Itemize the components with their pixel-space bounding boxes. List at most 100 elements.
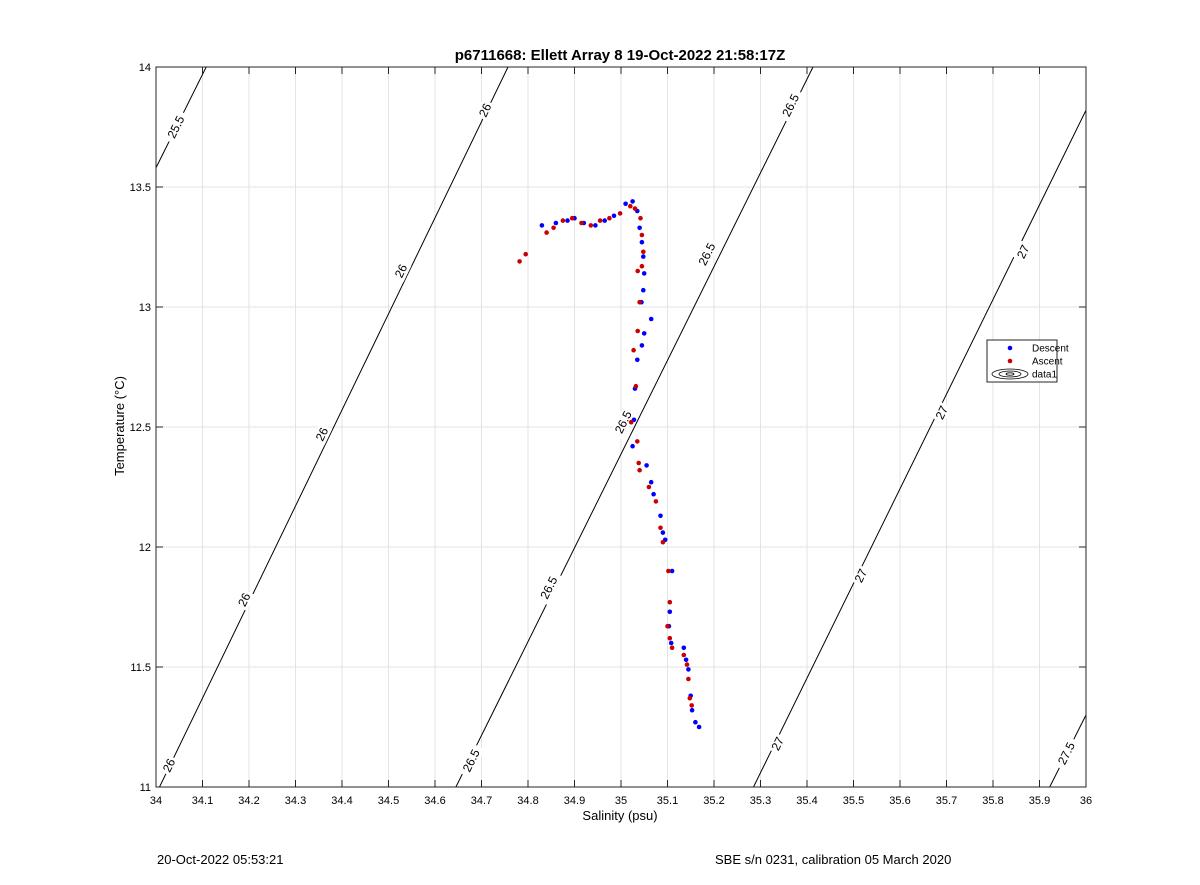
point-ascent bbox=[635, 268, 640, 274]
point-ascent bbox=[523, 251, 528, 257]
y-tick-label: 12 bbox=[139, 542, 151, 554]
legend: Descent Ascent data1 bbox=[986, 339, 1069, 383]
contour-label: 26 bbox=[392, 262, 411, 280]
x-tick-label: 35.6 bbox=[889, 795, 910, 807]
point-descent bbox=[696, 724, 702, 730]
y-tick-label: 13.5 bbox=[130, 182, 151, 194]
density-contour-27 bbox=[753, 109, 1086, 787]
x-tick-label: 34.2 bbox=[238, 795, 259, 807]
point-ascent bbox=[588, 223, 594, 228]
point-ascent bbox=[667, 635, 673, 641]
point-ascent bbox=[637, 299, 642, 305]
contour-label-backdrop bbox=[311, 423, 333, 446]
point-ascent bbox=[636, 460, 641, 466]
x-tick-label: 35.1 bbox=[657, 795, 678, 807]
contour-label: 26 bbox=[476, 101, 495, 119]
point-descent bbox=[593, 223, 598, 228]
point-descent bbox=[553, 220, 559, 226]
legend-label-data1: data1 bbox=[1032, 370, 1057, 381]
legend-contour-icon bbox=[991, 368, 1029, 380]
point-ascent bbox=[681, 652, 687, 658]
contour-label-backdrop bbox=[162, 109, 190, 145]
x-tick-label: 35.4 bbox=[796, 795, 817, 807]
contour-label-backdrop bbox=[234, 588, 255, 611]
x-tick-label: 35 bbox=[615, 795, 627, 807]
point-ascent bbox=[665, 623, 670, 629]
x-tick-label: 34.5 bbox=[378, 795, 399, 807]
point-ascent bbox=[617, 211, 623, 216]
point-ascent bbox=[631, 347, 636, 353]
point-descent bbox=[658, 513, 663, 519]
point-descent bbox=[651, 491, 656, 497]
x-tick-label: 35.3 bbox=[750, 795, 771, 807]
contour-label-backdrop bbox=[1012, 240, 1034, 263]
contour-label: 27 bbox=[768, 734, 787, 752]
x-axis-label: Salinity (psu) bbox=[582, 808, 657, 823]
point-descent bbox=[611, 213, 617, 219]
y-tick-label: 14 bbox=[139, 62, 151, 74]
point-descent bbox=[641, 287, 646, 293]
x-tick-label: 34.4 bbox=[331, 795, 352, 807]
point-ascent bbox=[628, 203, 633, 209]
point-ascent bbox=[687, 695, 693, 701]
contour-label-backdrop bbox=[474, 99, 496, 122]
point-ascent bbox=[637, 467, 642, 473]
x-tick-label: 35.2 bbox=[703, 795, 724, 807]
x-tick-label: 34 bbox=[150, 795, 162, 807]
point-descent bbox=[637, 225, 642, 231]
x-tick-label: 35.8 bbox=[982, 795, 1003, 807]
x-tick-label: 34.7 bbox=[471, 795, 492, 807]
point-ascent bbox=[667, 599, 673, 605]
contour-label: 26 bbox=[160, 756, 179, 774]
plot-area: 25.5262626262626.526.526.526.526.5272727… bbox=[130, 62, 1093, 807]
chart-title: p6711668: Ellett Array 8 19-Oct-2022 21:… bbox=[455, 47, 785, 64]
point-descent bbox=[641, 271, 647, 276]
point-ascent bbox=[653, 499, 659, 504]
contour-label: 26 bbox=[235, 590, 254, 608]
contour-label-backdrop bbox=[777, 87, 805, 123]
x-tick-label: 34.8 bbox=[517, 795, 538, 807]
point-descent bbox=[648, 316, 654, 322]
point-descent bbox=[693, 719, 698, 725]
point-ascent bbox=[633, 383, 639, 389]
contour-group: 25.5262626262626.526.526.526.526.5272727… bbox=[156, 67, 1086, 787]
footer-timestamp: 20-Oct-2022 05:53:21 bbox=[157, 852, 284, 867]
footer-sensor-info: SBE s/n 0231, calibration 05 March 2020 bbox=[715, 852, 952, 867]
legend-contour-icon bbox=[1005, 372, 1015, 376]
point-ascent bbox=[607, 215, 612, 221]
point-descent bbox=[667, 609, 673, 615]
contour-label-backdrop bbox=[693, 236, 721, 272]
legend-label-descent: Descent bbox=[1032, 344, 1069, 355]
point-descent bbox=[668, 640, 674, 646]
point-ascent bbox=[669, 645, 675, 651]
contour-label-backdrop bbox=[850, 564, 872, 587]
point-ascent bbox=[689, 703, 694, 708]
contour-label: 27 bbox=[933, 403, 952, 421]
contour-label-backdrop bbox=[609, 404, 637, 440]
point-ascent bbox=[635, 328, 640, 334]
x-tick-label: 34.6 bbox=[424, 795, 445, 807]
contour-label-backdrop bbox=[931, 401, 953, 424]
point-descent bbox=[686, 667, 691, 672]
point-descent bbox=[602, 218, 607, 223]
point-ascent bbox=[517, 259, 522, 264]
point-descent bbox=[648, 479, 654, 485]
contour-label-backdrop bbox=[1053, 735, 1080, 771]
point-descent bbox=[689, 707, 695, 713]
contour-label: 27 bbox=[852, 566, 871, 584]
point-ascent bbox=[597, 218, 603, 223]
contour-label: 26 bbox=[313, 425, 332, 443]
x-tick-label: 34.1 bbox=[192, 795, 213, 807]
point-ascent bbox=[646, 484, 652, 490]
point-descent bbox=[660, 530, 666, 535]
point-ascent bbox=[638, 215, 643, 221]
y-tick-label: 11.5 bbox=[130, 662, 151, 674]
point-ascent bbox=[641, 249, 646, 255]
point-ascent bbox=[632, 206, 638, 211]
density-contour-26.5 bbox=[455, 67, 814, 787]
point-descent bbox=[565, 218, 570, 223]
point-descent bbox=[539, 223, 545, 228]
point-descent bbox=[639, 239, 645, 245]
point-descent bbox=[641, 254, 646, 259]
